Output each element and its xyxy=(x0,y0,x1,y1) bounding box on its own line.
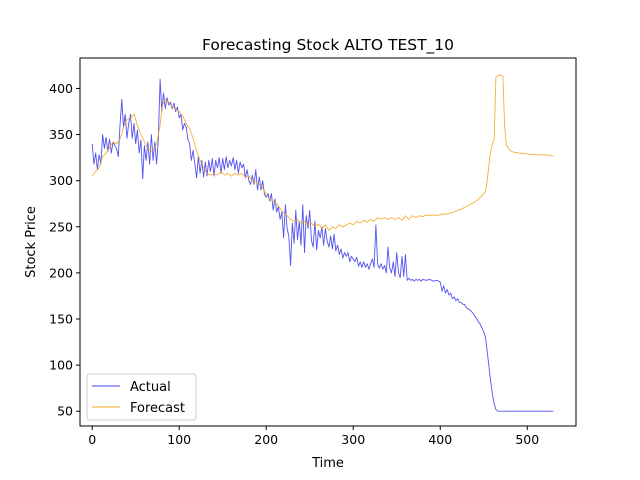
y-tick-label: 400 xyxy=(49,81,73,96)
x-tick-label: 0 xyxy=(88,432,96,447)
series-layer xyxy=(91,75,554,412)
y-axis: 50 100 150 200 250 300 350 400 xyxy=(49,81,80,419)
x-tick-label: 100 xyxy=(167,432,191,447)
y-tick-label: 350 xyxy=(49,127,73,142)
x-tick-label: 400 xyxy=(428,432,452,447)
y-tick-label: 300 xyxy=(49,173,73,188)
x-tick-label: 500 xyxy=(515,432,539,447)
y-tick-label: 150 xyxy=(49,312,73,327)
x-tick-label: 300 xyxy=(341,432,365,447)
y-axis-label: Stock Price xyxy=(24,206,39,278)
y-tick-label: 200 xyxy=(49,265,73,280)
plot-frame xyxy=(79,57,577,427)
legend: Actual Forecast xyxy=(86,373,197,421)
y-tick-label: 50 xyxy=(57,404,73,419)
y-tick-label: 250 xyxy=(49,219,73,234)
x-tick-label: 200 xyxy=(254,432,278,447)
series-line-forecast xyxy=(91,75,554,231)
legend-label-actual: Actual xyxy=(130,380,171,395)
x-axis: 0 100 200 300 400 500 xyxy=(88,426,539,447)
x-axis-label: Time xyxy=(311,456,344,471)
legend-label-forecast: Forecast xyxy=(130,401,185,416)
chart-title: Forecasting Stock ALTO TEST_10 xyxy=(202,36,454,55)
y-tick-label: 100 xyxy=(49,358,73,373)
series-line-actual xyxy=(91,78,554,412)
